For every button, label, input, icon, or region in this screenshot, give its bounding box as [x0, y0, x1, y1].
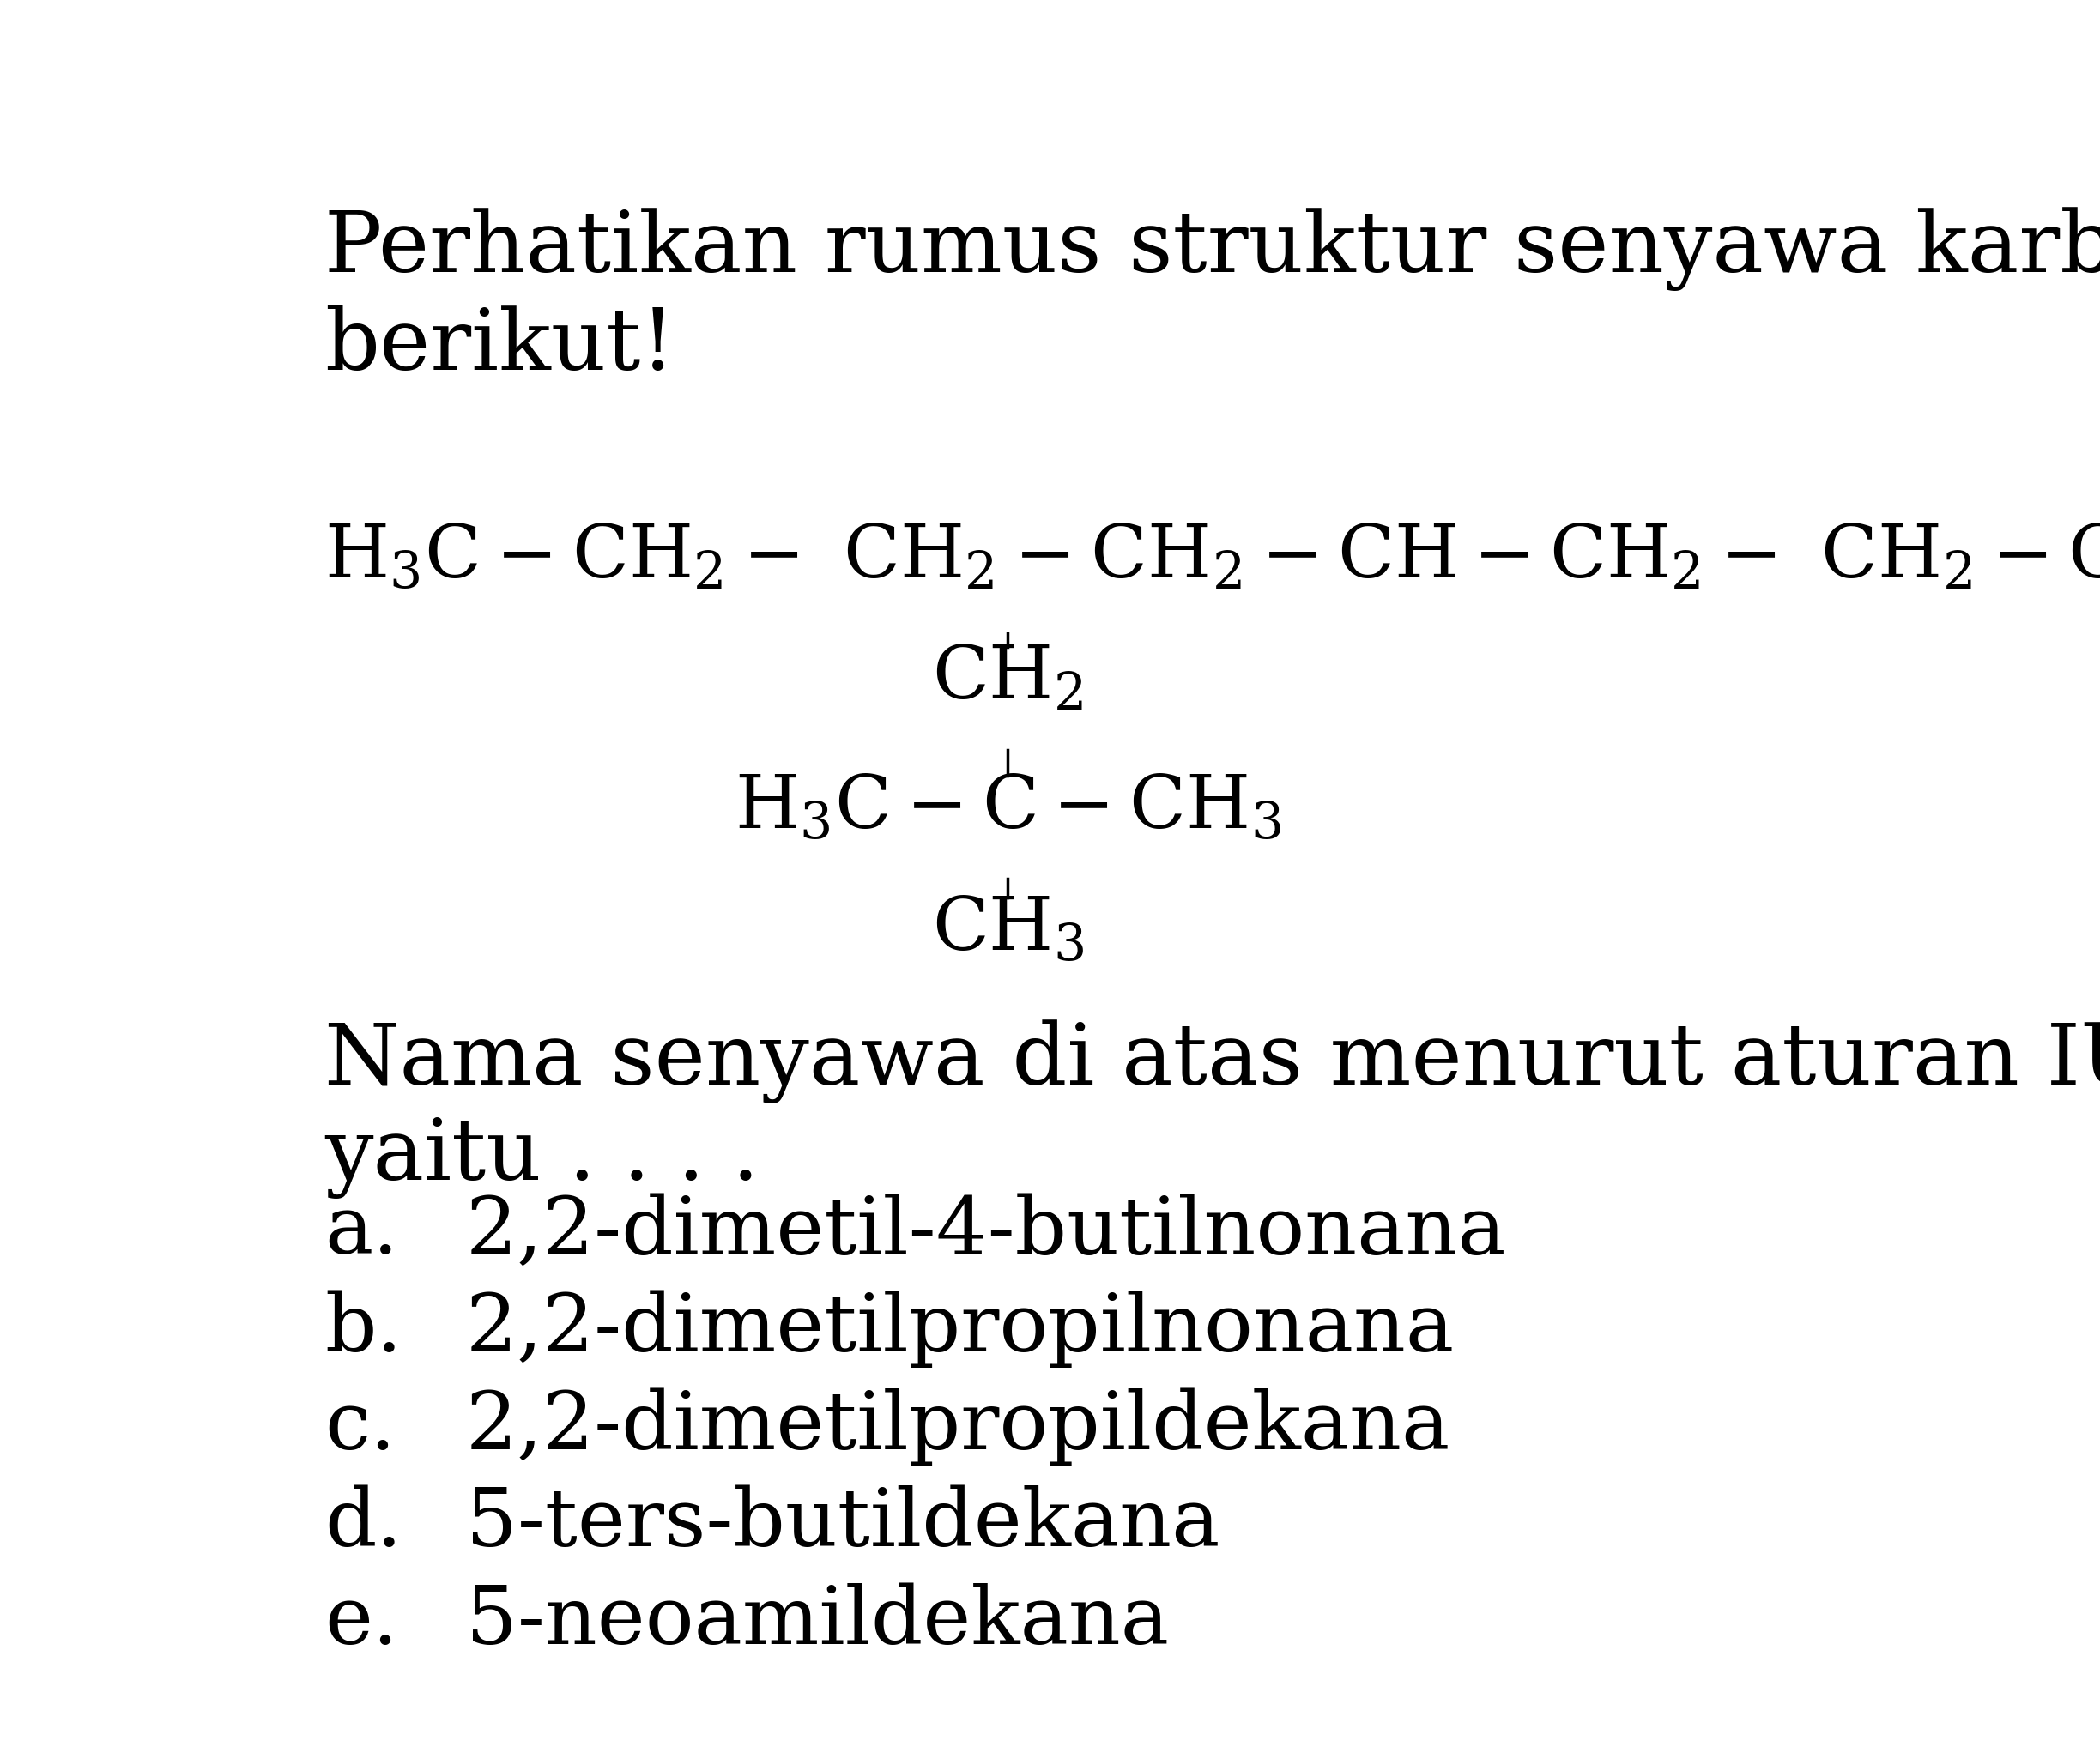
Text: yaitu . . . .: yaitu . . . .	[323, 1117, 760, 1198]
Text: 5-ters-butildekana: 5-ters-butildekana	[466, 1486, 1220, 1562]
Text: berikut!: berikut!	[323, 306, 674, 387]
Text: Nama senyawa di atas menurut aturan IUPAC: Nama senyawa di atas menurut aturan IUPA…	[323, 1020, 2100, 1103]
Text: 2,2-dimetilpropildekana: 2,2-dimetilpropildekana	[466, 1388, 1451, 1465]
Text: Perhatikan rumus struktur senyawa karbon: Perhatikan rumus struktur senyawa karbon	[323, 208, 2100, 290]
Text: $\mathregular{H_3C-CH_2-\ CH_2-CH_2-CH-CH_2-\ CH_2-CH_2-CH_2-CH_3}$: $\mathregular{H_3C-CH_2-\ CH_2-CH_2-CH-C…	[323, 521, 2100, 593]
Text: $\mathregular{CH_2}$: $\mathregular{CH_2}$	[932, 642, 1084, 714]
Text: a.: a.	[323, 1193, 399, 1270]
Text: 2,2-dimetil-4-butilnonana: 2,2-dimetil-4-butilnonana	[466, 1193, 1506, 1270]
Text: c.: c.	[323, 1388, 395, 1465]
Text: 2,2-dimetilpropilnonana: 2,2-dimetilpropilnonana	[466, 1289, 1455, 1369]
Text: b.: b.	[323, 1291, 401, 1369]
Text: $\mathregular{H_3C-C-CH_3}$: $\mathregular{H_3C-C-CH_3}$	[735, 772, 1281, 843]
Text: 5-neoamildekana: 5-neoamildekana	[466, 1583, 1170, 1660]
Text: e.: e.	[323, 1583, 399, 1660]
Text: $\mathregular{CH_3}$: $\mathregular{CH_3}$	[932, 894, 1084, 964]
Text: d.: d.	[323, 1486, 401, 1562]
